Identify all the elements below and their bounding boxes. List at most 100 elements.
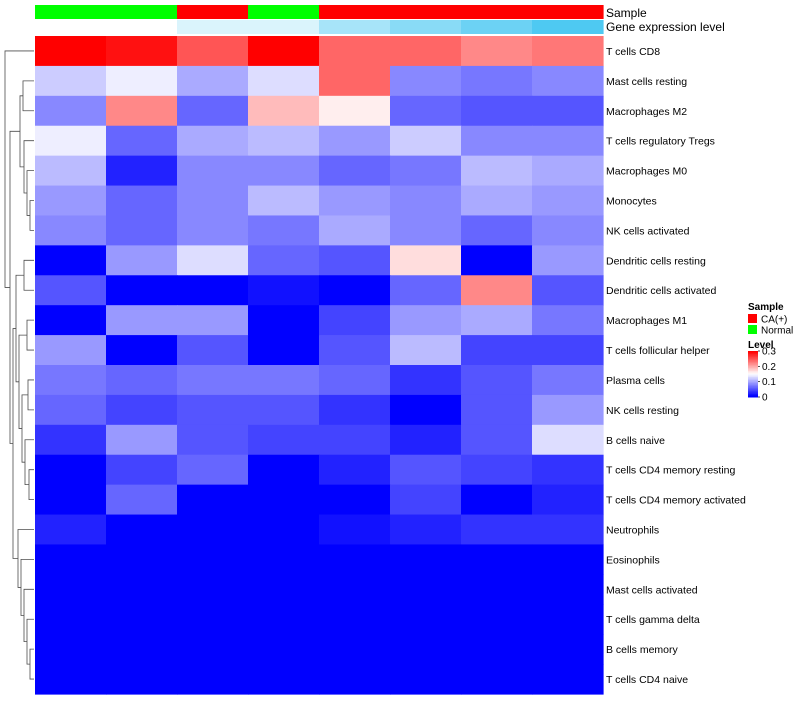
legend-level-gradient-step [748, 370, 758, 373]
heatmap-cell [532, 365, 604, 396]
heatmap-cell [390, 365, 462, 396]
heatmap-cell [461, 544, 533, 575]
row-label: Eosinophils [606, 554, 660, 566]
heatmap-cell [532, 155, 604, 187]
dendrogram-branch [28, 469, 34, 500]
legend-sample-label: CA(+) [761, 315, 787, 326]
legend-level-gradient-step [748, 361, 758, 364]
dendrogram-branch [23, 588, 34, 643]
heatmap-cell [177, 514, 249, 546]
legend-level-gradient-step [748, 360, 758, 363]
row-labels: T cells CD8 Mast cells resting Macrophages… [606, 46, 746, 686]
heatmap-cell [248, 275, 320, 306]
heatmap-cell [461, 424, 533, 456]
legend-level-gradient-step [748, 392, 758, 395]
heatmap-cell [390, 155, 462, 187]
row-label: T cells CD8 [606, 46, 660, 58]
legend-level-gradient-step [748, 366, 758, 369]
heatmap-cell [248, 514, 320, 546]
heatmap-cell [106, 95, 178, 127]
heatmap-cell [390, 544, 462, 575]
row-label: T cells follicular helper [606, 345, 710, 357]
heatmap-cell [532, 215, 604, 246]
legend-level-gradient-step [748, 389, 758, 392]
row-label: T cells CD4 naive [606, 674, 688, 686]
heatmap-cell [106, 664, 178, 695]
dendrogram-branch [26, 618, 34, 665]
heatmap-cell [532, 394, 604, 426]
heatmap-cell [461, 335, 533, 366]
legend-level-gradient-step [748, 367, 758, 370]
heatmap-cell [248, 454, 320, 486]
heatmap-cell [461, 454, 533, 486]
heatmap-cell [106, 65, 178, 97]
heatmap-cell [461, 245, 533, 276]
heatmap-cell [35, 634, 107, 665]
heatmap-cell [106, 125, 178, 157]
heatmap-cell [319, 65, 391, 97]
heatmap-cell [106, 36, 178, 67]
heatmap-cell [532, 634, 604, 665]
legend-level-gradient-step [748, 377, 758, 380]
expression-annotation-cell [177, 20, 249, 34]
legend-level-gradient-step [748, 357, 758, 360]
legend-sample-entries: CA(+)Normal [748, 314, 793, 337]
heatmap-cell [106, 634, 178, 665]
legend-level-gradient-step [748, 383, 758, 386]
heatmap-cell [390, 664, 462, 695]
heatmap-cell [390, 95, 462, 127]
heatmap-cell [319, 36, 391, 67]
heatmap-cell [319, 125, 391, 157]
heatmap-cell [177, 664, 249, 695]
legend-sample-title: Sample [748, 302, 784, 313]
sample-annotation-cell [35, 5, 107, 19]
heatmap-cell [35, 215, 107, 246]
dendrogram-branch [23, 140, 34, 194]
legend-level-tick-label: 0.2 [762, 362, 776, 373]
heatmap-cell [532, 604, 604, 635]
heatmap-cell [461, 365, 533, 396]
sample-annotation-cell [461, 5, 533, 19]
row-label: Plasma cells [606, 375, 665, 387]
heatmap-cell [248, 604, 320, 635]
heatmap-cell [532, 275, 604, 306]
expression-annotation-cell [461, 20, 533, 34]
dendrogram-branch [26, 319, 34, 351]
heatmap-cell [106, 394, 178, 426]
row-label: Macrophages M2 [606, 106, 687, 118]
heatmap-cell [461, 95, 533, 127]
heatmap-cell [35, 185, 107, 217]
heatmap-cell [390, 514, 462, 546]
heatmap-cell [319, 245, 391, 276]
dendrogram-branch [26, 170, 34, 216]
legend-level-gradient-step [748, 369, 758, 372]
row-label: B cells memory [606, 644, 679, 656]
row-label: T cells gamma delta [606, 614, 700, 626]
heatmap-cell [390, 454, 462, 486]
heatmap-cell [35, 65, 107, 97]
expression-annotation-title: Gene expression level [606, 20, 725, 34]
heatmap-cell [106, 484, 178, 516]
heatmap-cell [177, 574, 249, 605]
heatmap-cell [248, 125, 320, 157]
heatmap-cell [390, 335, 462, 366]
heatmap-cell [177, 275, 249, 306]
row-label: NK cells activated [606, 225, 690, 237]
dendrogram-branch [17, 529, 34, 588]
heatmap-cell [35, 365, 107, 396]
heatmap-cell [319, 365, 391, 396]
heatmap-cell [106, 454, 178, 486]
heatmap-cell [319, 634, 391, 665]
heatmap-cell [177, 454, 249, 486]
heatmap-cell [248, 36, 320, 67]
heatmap-cell [177, 424, 249, 456]
heatmap-cell [248, 305, 320, 336]
heatmap-cell [461, 125, 533, 157]
heatmap-cell [177, 365, 249, 396]
dendrogram-branch [4, 50, 34, 288]
heatmap-cell [248, 634, 320, 665]
row-label: Monocytes [606, 196, 657, 208]
heatmap-cell [177, 305, 249, 336]
heatmap-cell [319, 394, 391, 426]
row-label: Mast cells activated [606, 584, 698, 596]
